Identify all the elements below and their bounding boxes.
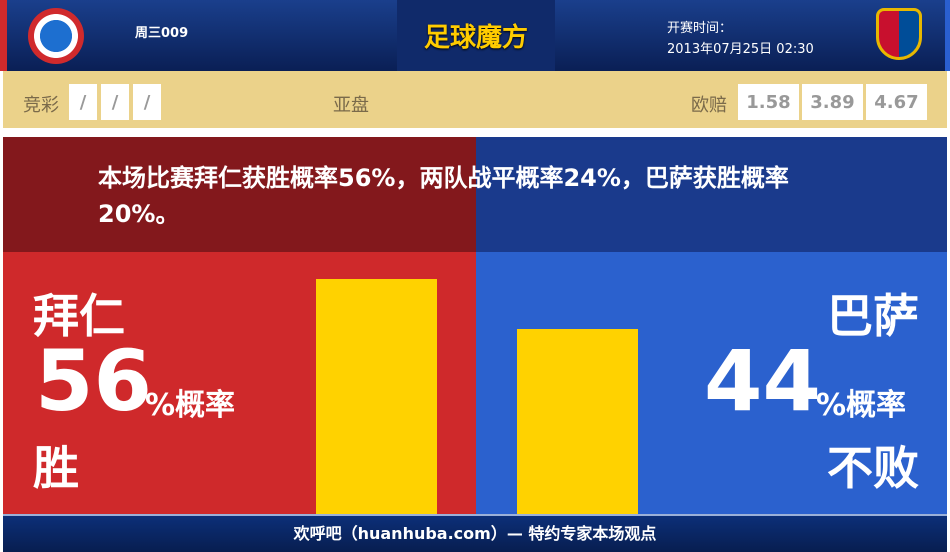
home-color-strip [0, 0, 7, 71]
kickoff-time: 2013年07月25日 02:30 [667, 42, 814, 57]
odds-bar: 竞彩 / / / 亚盘 欧赔 1.58 3.89 4.67 [3, 71, 947, 132]
away-unit: %概率 [816, 388, 907, 423]
kickoff-info: 开赛时间： 2013年07月25日 02:30 [667, 18, 814, 60]
footer: 欢呼吧（huanhuba.com）— 特约专家本场观点 [3, 514, 947, 552]
brand-logo: 足球魔方 [397, 0, 555, 71]
euro-odd-away: 4.67 [866, 84, 927, 120]
home-name: 拜仁 [33, 289, 125, 343]
home-probability-bar [316, 278, 437, 514]
home-unit: %概率 [145, 388, 236, 423]
jingcai-label: 竞彩 [23, 95, 59, 116]
euro-label: 欧赔 [691, 95, 727, 116]
away-color-strip [945, 0, 950, 71]
away-probability-bar [517, 329, 638, 514]
summary-bg-home [3, 137, 476, 252]
jingcai-odd: / [133, 84, 161, 120]
match-code: 周三009 [135, 26, 189, 41]
jingcai-odd: / [101, 84, 129, 120]
euro-odd-draw: 3.89 [802, 84, 863, 120]
header: 周三009 足球魔方 开赛时间： 2013年07月25日 02:30 [0, 0, 950, 71]
away-percent: 44 [704, 332, 821, 430]
away-outcome: 不败 [827, 441, 919, 495]
euro-odd-home: 1.58 [738, 84, 799, 120]
home-percent: 56 [35, 332, 152, 430]
jingcai-odd: / [69, 84, 97, 120]
away-name: 巴萨 [827, 289, 919, 343]
away-panel: 巴萨 44 %概率 不败 [476, 252, 947, 514]
asian-label: 亚盘 [333, 95, 369, 116]
summary-text: 本场比赛拜仁获胜概率56%，两队战平概率24%，巴萨获胜概率20%。 [98, 164, 789, 228]
bayern-logo [28, 8, 84, 64]
home-outcome: 胜 [33, 441, 79, 495]
home-panel: 拜仁 56 %概率 胜 [3, 252, 476, 514]
kickoff-label: 开赛时间： [667, 21, 733, 36]
summary-bg-away [476, 137, 947, 252]
barcelona-logo [876, 8, 922, 60]
